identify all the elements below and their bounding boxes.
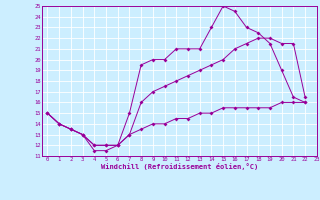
X-axis label: Windchill (Refroidissement éolien,°C): Windchill (Refroidissement éolien,°C) [100, 163, 258, 170]
